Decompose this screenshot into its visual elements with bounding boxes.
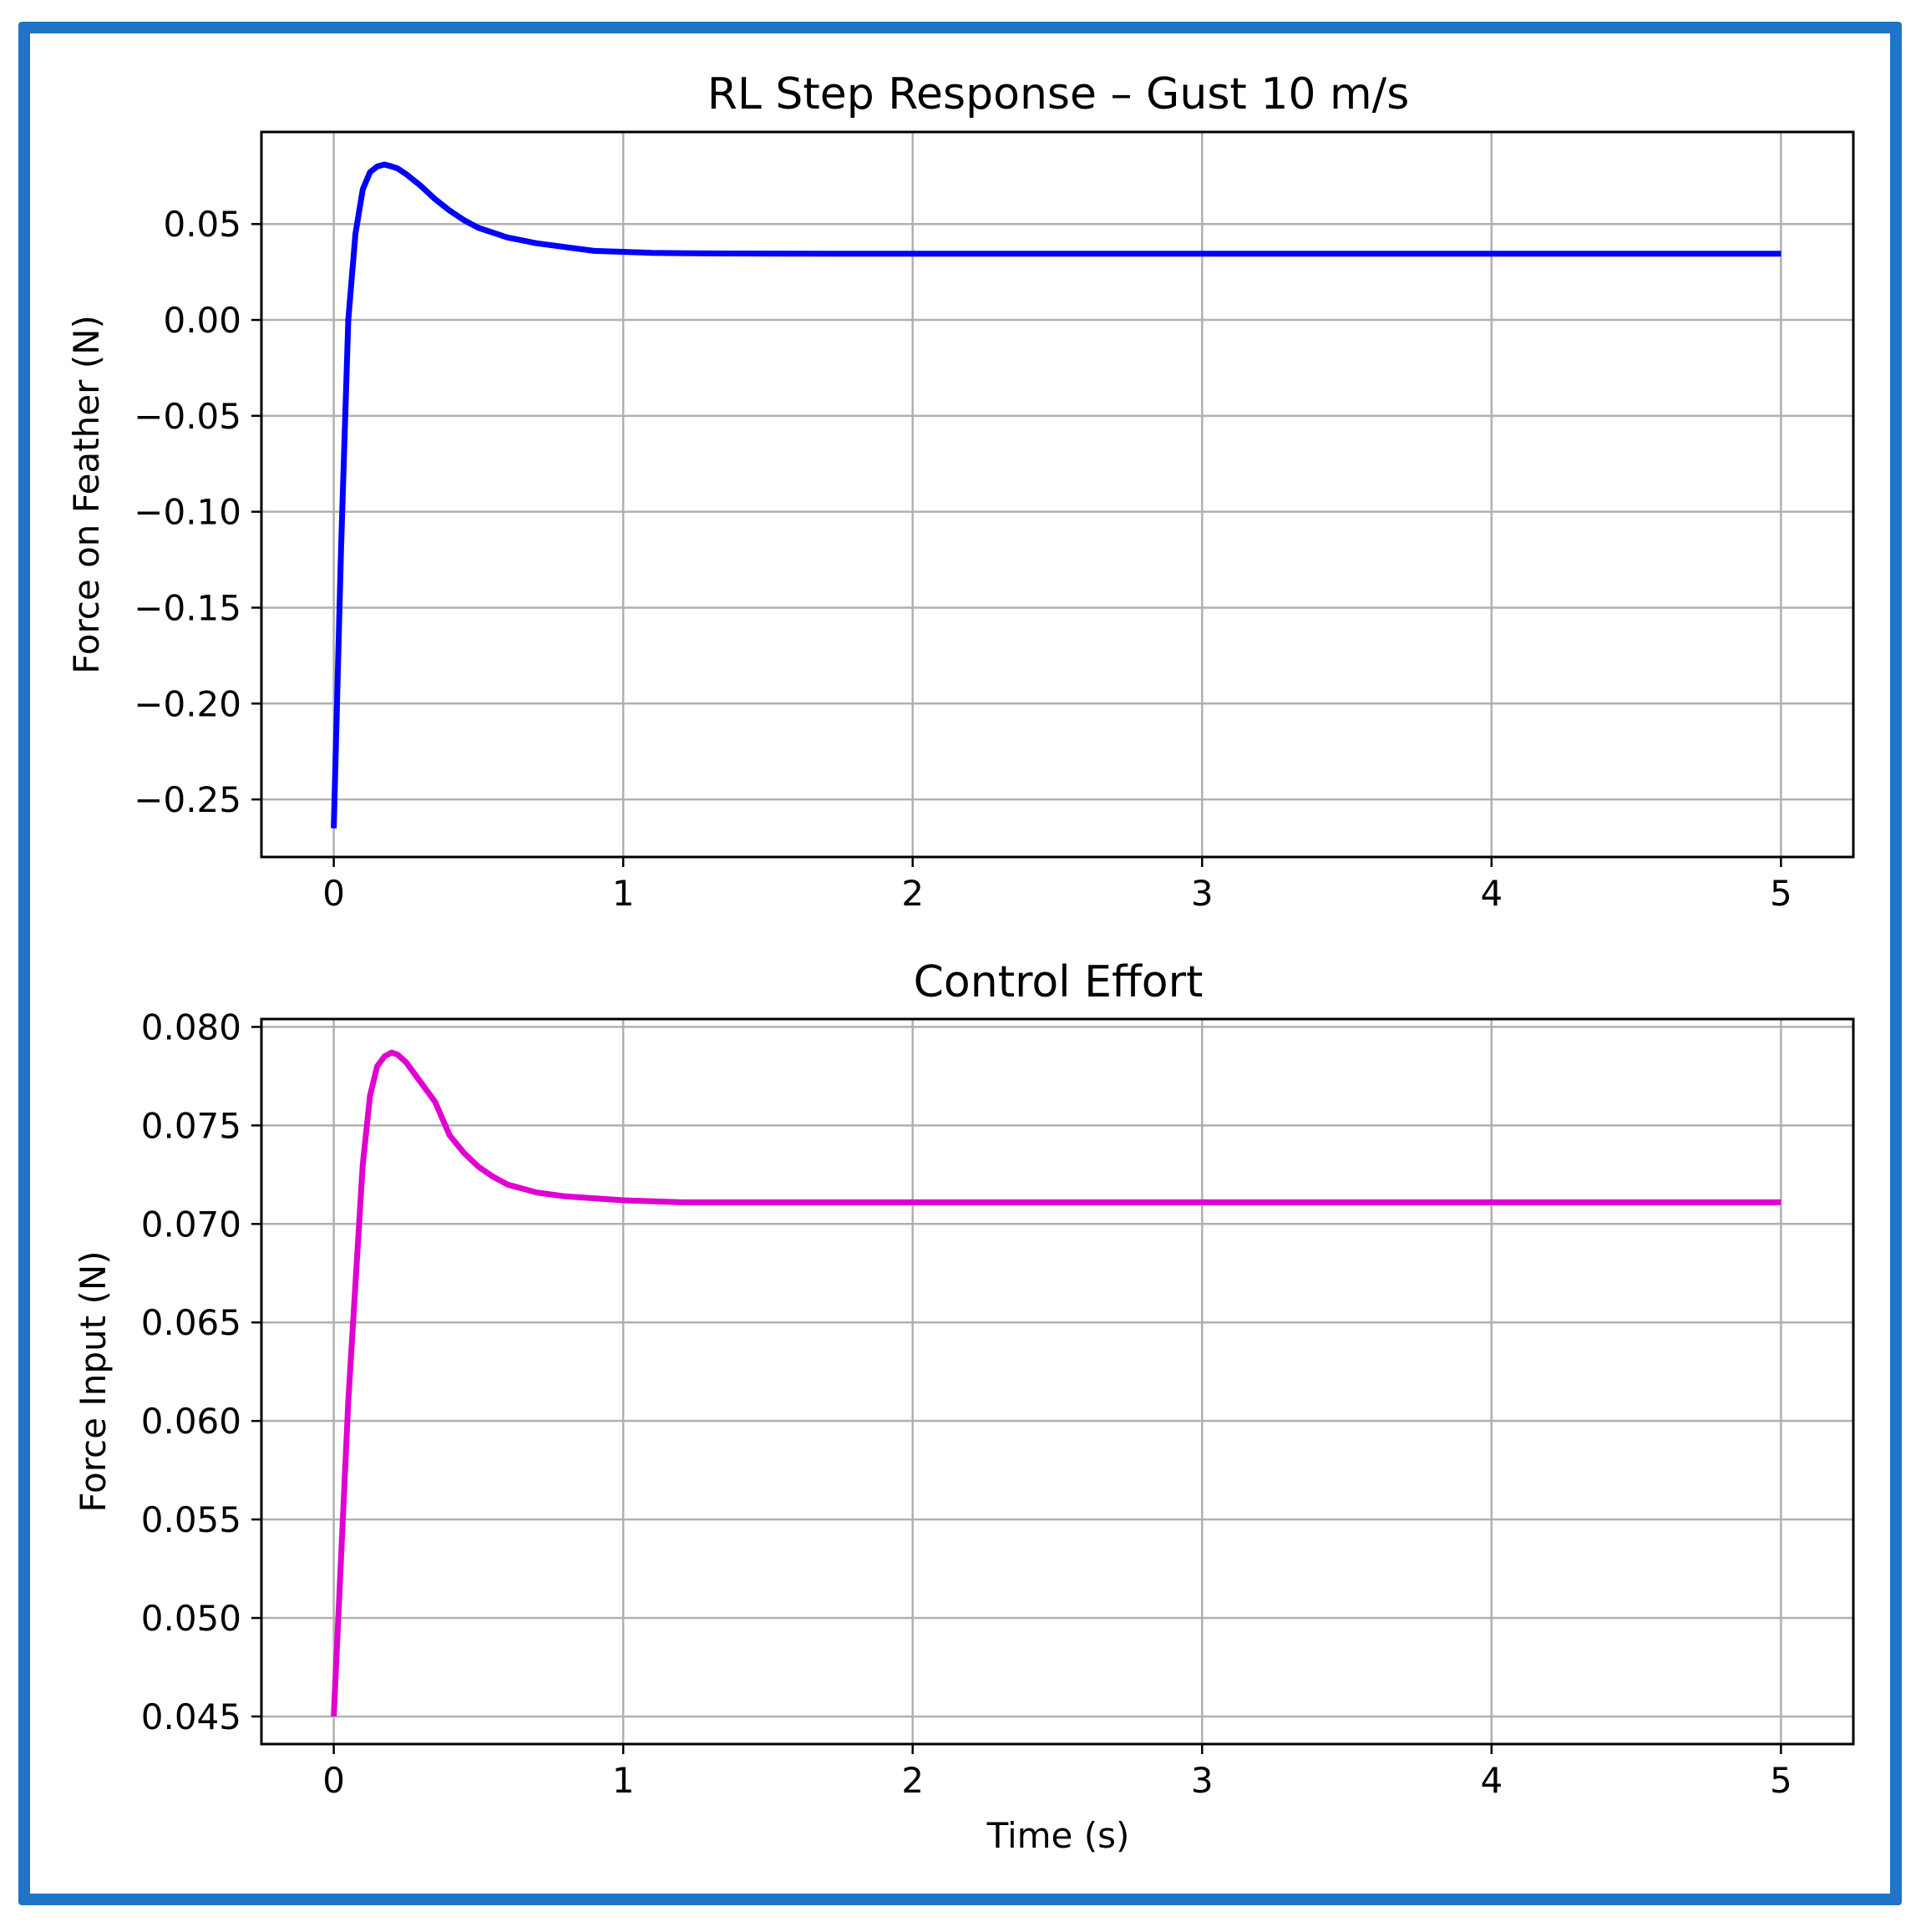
bottom-chart-x-tick-label: 4 — [1480, 1760, 1503, 1801]
top-chart-grid — [261, 132, 1853, 857]
top-chart-y-tick-label: −0.15 — [134, 587, 241, 628]
top-chart-lines — [331, 161, 1782, 829]
bottom-chart-series-line — [331, 1049, 1782, 1717]
top-chart-x-tick-label: 2 — [901, 873, 924, 914]
bottom-chart-x-axis-label: Time (s) — [986, 1815, 1130, 1856]
bottom-chart-y-tick-label: 0.055 — [141, 1499, 241, 1540]
figure-frame — [18, 22, 1902, 1905]
top-chart-y-tick-label: 0.05 — [163, 204, 241, 245]
top-chart-y-tick-label: −0.20 — [134, 683, 241, 724]
top-chart-ticks: 0 1 2 3 4 5 0.05 0.00 −0.05 −0.10 −0.15 −0.20 −0.25 — [134, 204, 1792, 914]
top-chart-series-line — [331, 161, 1782, 829]
top-chart-x-tick-label: 3 — [1191, 873, 1214, 914]
bottom-chart-y-tick-label: 0.080 — [141, 1007, 241, 1047]
top-chart: RL Step Response – Gust 10 m/s 0 1 2 3 4 5 0.0… — [66, 69, 1855, 914]
bottom-chart-y-tick-label: 0.075 — [141, 1105, 241, 1146]
bottom-chart-title: Control Effort — [914, 957, 1204, 1007]
top-chart-y-tick-label: −0.25 — [134, 779, 241, 820]
top-chart-title: RL Step Response – Gust 10 m/s — [707, 69, 1410, 119]
bottom-chart-y-tick-label: 0.050 — [141, 1598, 241, 1639]
top-chart-y-tick-label: −0.05 — [134, 396, 241, 437]
top-chart-y-tick-label: 0.00 — [163, 300, 241, 341]
top-chart-x-tick-label: 5 — [1770, 873, 1792, 914]
top-chart-x-tick-label: 0 — [322, 873, 345, 914]
top-chart-x-tick-label: 1 — [612, 873, 635, 914]
bottom-chart-lines — [331, 1049, 1782, 1717]
top-chart-y-tick-label: −0.10 — [134, 492, 241, 533]
bottom-chart-y-tick-label: 0.070 — [141, 1204, 241, 1245]
bottom-chart-plot-area — [260, 1017, 1855, 1746]
bottom-chart-ticks: 0 1 2 3 4 5 0.080 0.075 0.070 0.065 0.060 0.055 0.05… — [141, 1007, 1792, 1801]
bottom-chart-y-tick-label: 0.060 — [141, 1401, 241, 1442]
bottom-chart-x-tick-label: 0 — [322, 1760, 345, 1801]
top-chart-x-tick-label: 4 — [1480, 873, 1503, 914]
bottom-chart-x-tick-label: 5 — [1770, 1760, 1792, 1801]
bottom-chart-y-tick-label: 0.045 — [141, 1696, 241, 1737]
bottom-chart: Control Effort 0 1 2 3 4 5 0.080 0.075 0.070 0.06… — [73, 957, 1855, 1856]
top-chart-y-axis-label: Force on Feather (N) — [66, 315, 107, 674]
bottom-chart-x-tick-label: 2 — [901, 1760, 924, 1801]
bottom-chart-y-tick-label: 0.065 — [141, 1302, 241, 1343]
top-chart-plot-area — [260, 130, 1855, 859]
bottom-chart-x-tick-label: 1 — [612, 1760, 635, 1801]
bottom-chart-grid — [261, 1019, 1853, 1744]
bottom-chart-y-axis-label: Force Input (N) — [73, 1250, 114, 1512]
bottom-chart-x-tick-label: 3 — [1191, 1760, 1214, 1801]
